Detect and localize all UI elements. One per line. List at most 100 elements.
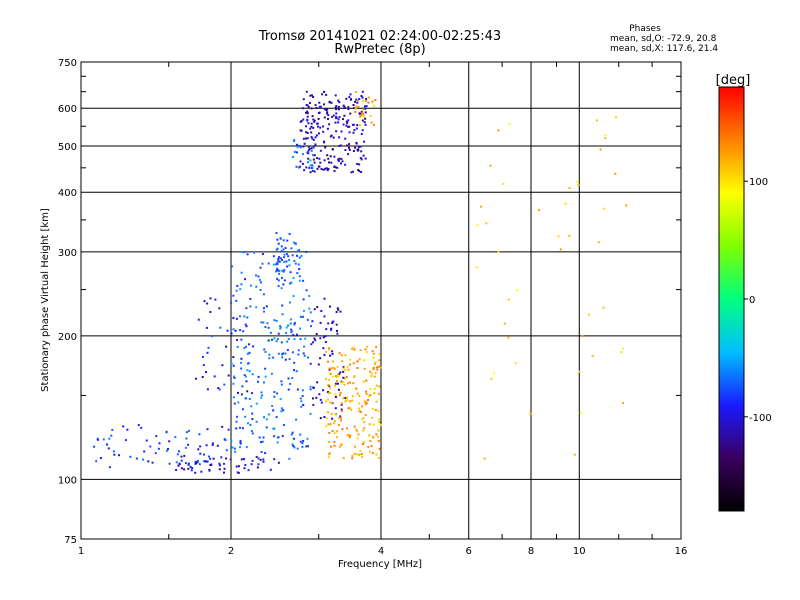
data-point xyxy=(185,437,188,440)
data-point xyxy=(242,330,245,333)
data-point xyxy=(339,394,341,397)
data-point xyxy=(248,398,251,400)
data-point xyxy=(325,417,328,420)
data-point xyxy=(108,437,111,440)
data-point xyxy=(200,470,203,473)
data-point xyxy=(319,417,322,420)
data-point xyxy=(330,161,333,164)
data-point xyxy=(310,125,313,128)
data-point xyxy=(339,371,342,374)
y-tick-label: 75 xyxy=(64,535,77,546)
data-point xyxy=(302,404,305,406)
data-point xyxy=(359,157,362,159)
data-point xyxy=(239,329,242,332)
data-point xyxy=(218,307,221,310)
data-point xyxy=(232,294,235,297)
data-point xyxy=(292,445,295,447)
data-point xyxy=(348,436,351,439)
data-point xyxy=(345,376,348,379)
data-point xyxy=(209,311,212,313)
data-point xyxy=(276,338,279,341)
data-point xyxy=(250,284,252,287)
data-point xyxy=(206,460,209,463)
data-point xyxy=(282,239,285,242)
data-point xyxy=(323,103,325,106)
data-point xyxy=(377,410,380,413)
data-point xyxy=(312,126,315,129)
data-point xyxy=(288,457,291,460)
data-point xyxy=(329,305,331,308)
data-point xyxy=(337,388,340,391)
data-point xyxy=(244,323,247,326)
data-point xyxy=(212,457,215,460)
data-point xyxy=(368,423,371,426)
data-point xyxy=(371,408,374,410)
data-point xyxy=(187,463,190,466)
data-point xyxy=(342,381,345,383)
data-point xyxy=(298,268,301,270)
data-point xyxy=(216,444,219,447)
data-point xyxy=(293,338,296,341)
data-point xyxy=(240,361,242,364)
data-point xyxy=(332,366,335,369)
data-point xyxy=(352,362,355,365)
data-point xyxy=(376,366,379,369)
data-point xyxy=(313,170,316,173)
data-point xyxy=(255,306,258,309)
data-point xyxy=(202,364,205,367)
data-point xyxy=(329,354,332,357)
data-point xyxy=(337,160,340,163)
data-point xyxy=(346,427,349,430)
colorbar-tick-label: 0 xyxy=(749,295,755,306)
data-point xyxy=(279,257,282,260)
stats-line-o: mean, sd,O: -72.9, 20.8 xyxy=(610,34,717,44)
data-point xyxy=(356,149,359,152)
data-point xyxy=(319,357,322,360)
data-point xyxy=(361,119,364,122)
data-point xyxy=(237,471,240,474)
data-point xyxy=(327,441,330,443)
data-point xyxy=(335,105,338,108)
data-point xyxy=(305,166,308,169)
data-point xyxy=(272,255,275,258)
data-point xyxy=(195,377,197,380)
data-point xyxy=(312,138,315,141)
data-point xyxy=(349,381,352,384)
data-point xyxy=(364,400,367,403)
data-point xyxy=(313,308,316,311)
data-point xyxy=(286,239,289,242)
data-point xyxy=(312,118,315,121)
data-point xyxy=(318,111,321,114)
data-point xyxy=(328,452,331,455)
data-point xyxy=(302,153,304,156)
data-point xyxy=(269,331,272,334)
data-point xyxy=(361,405,364,408)
data-point xyxy=(322,336,325,339)
data-point xyxy=(375,453,378,456)
data-point xyxy=(335,130,338,133)
data-point xyxy=(284,247,287,249)
data-point xyxy=(232,396,235,399)
data-point xyxy=(307,152,310,155)
data-point xyxy=(370,121,373,124)
data-point xyxy=(319,398,322,401)
data-point xyxy=(312,158,315,161)
data-point xyxy=(203,453,205,456)
data-point xyxy=(327,360,329,363)
data-point xyxy=(298,249,301,252)
data-point xyxy=(354,146,357,149)
data-point xyxy=(328,100,331,103)
data-point xyxy=(339,310,342,313)
data-point xyxy=(272,263,275,266)
data-point xyxy=(191,467,194,470)
data-point xyxy=(312,96,315,98)
data-point xyxy=(327,168,330,170)
data-point xyxy=(275,416,278,419)
data-point xyxy=(358,163,361,166)
data-point xyxy=(108,466,111,469)
data-point xyxy=(377,365,380,368)
data-point xyxy=(221,425,224,428)
data-point xyxy=(227,374,230,377)
data-point xyxy=(333,422,336,425)
data-point xyxy=(140,426,143,429)
